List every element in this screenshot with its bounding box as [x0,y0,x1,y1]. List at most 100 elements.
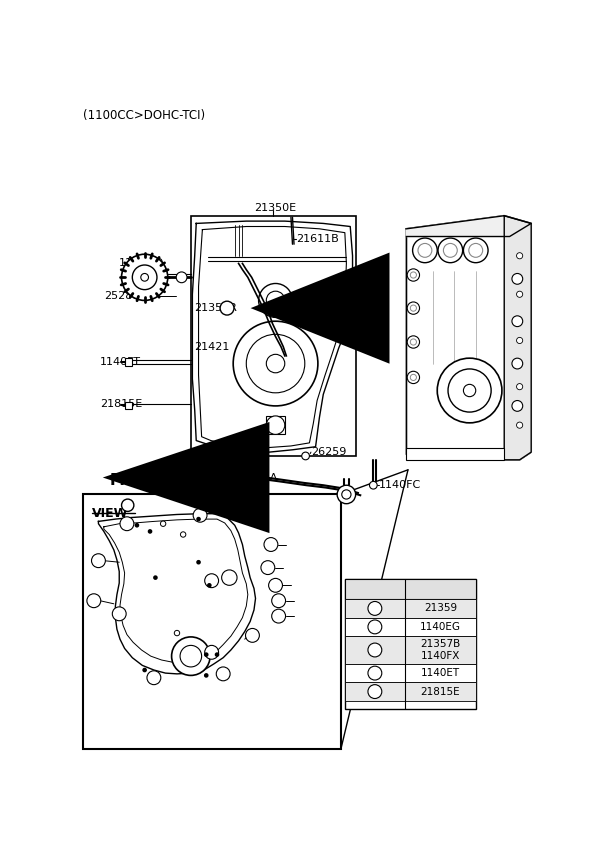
Circle shape [147,671,161,684]
Circle shape [87,594,101,608]
Text: 25287U: 25287U [104,291,148,301]
Circle shape [204,574,218,588]
Circle shape [464,384,476,397]
Circle shape [368,620,382,633]
Circle shape [148,529,153,533]
Circle shape [172,637,210,675]
Text: PNC: PNC [429,584,451,594]
Circle shape [122,499,134,511]
Circle shape [337,485,356,504]
Circle shape [410,305,417,311]
Text: 21359: 21359 [424,604,457,613]
Circle shape [196,560,201,565]
Text: b: b [371,622,378,632]
Circle shape [368,667,382,680]
Circle shape [142,667,147,672]
Circle shape [368,601,382,616]
Text: c: c [91,596,96,605]
Text: e: e [209,576,215,586]
Circle shape [438,238,463,263]
Text: (1100CC>DOHC-TCI): (1100CC>DOHC-TCI) [83,109,205,122]
Circle shape [407,302,420,315]
Circle shape [259,283,292,317]
Circle shape [193,508,207,522]
Circle shape [517,291,523,298]
Text: d: d [273,580,279,590]
Text: a: a [371,604,378,613]
Circle shape [112,607,126,621]
Circle shape [368,643,382,657]
Text: a: a [197,510,203,521]
Bar [267,416,285,434]
Circle shape [180,645,201,667]
Circle shape [140,273,148,282]
Circle shape [180,532,186,537]
Text: d: d [371,668,378,678]
Bar [345,579,476,600]
Circle shape [448,369,491,412]
Circle shape [272,594,286,608]
Text: 1140ET: 1140ET [421,668,460,678]
Text: 1140EG: 1140EG [420,622,461,632]
Bar [345,683,476,700]
Circle shape [233,321,318,406]
Text: 21357B
1140FX: 21357B 1140FX [420,639,461,661]
Circle shape [443,243,457,257]
Circle shape [220,301,234,315]
Text: 21353R: 21353R [194,303,237,313]
Circle shape [216,667,230,681]
Circle shape [410,374,417,381]
Circle shape [342,490,351,499]
Bar [345,636,476,664]
Circle shape [160,521,166,527]
Circle shape [267,291,285,310]
Text: d: d [276,611,282,621]
Circle shape [268,578,282,592]
Text: 1140FT: 1140FT [100,357,141,367]
Text: a: a [124,519,130,528]
Text: 21611B: 21611B [296,234,339,244]
Text: c: c [250,630,255,640]
Circle shape [132,265,157,290]
Polygon shape [406,215,531,460]
Circle shape [517,422,523,428]
Bar [345,579,476,709]
Circle shape [222,570,237,585]
Circle shape [302,452,309,460]
Text: 1338BA: 1338BA [235,472,278,483]
Text: 26259: 26259 [311,447,346,457]
Circle shape [517,253,523,259]
Text: e: e [209,647,215,657]
Circle shape [418,243,432,257]
Circle shape [196,516,201,522]
Circle shape [176,272,187,282]
Bar [125,358,132,365]
Bar [345,600,476,617]
Text: a: a [220,669,226,679]
Circle shape [267,416,285,434]
Text: FR.: FR. [109,473,137,488]
Circle shape [224,575,230,580]
Circle shape [92,554,106,567]
Circle shape [204,652,209,657]
Text: 21350E: 21350E [254,203,296,213]
Text: a: a [116,609,122,619]
Text: 21815E: 21815E [100,399,142,410]
Bar [83,494,341,749]
Circle shape [407,269,420,282]
Circle shape [407,336,420,349]
Bar [125,402,132,409]
Circle shape [204,645,218,659]
Circle shape [410,272,417,278]
Bar [345,664,476,683]
Circle shape [272,609,286,623]
Circle shape [469,243,482,257]
Circle shape [174,630,180,636]
Circle shape [204,673,209,678]
Circle shape [410,339,417,345]
Circle shape [245,628,259,642]
Text: e: e [371,687,378,696]
Text: A: A [224,303,230,313]
Circle shape [246,334,305,393]
Bar [215,451,231,459]
